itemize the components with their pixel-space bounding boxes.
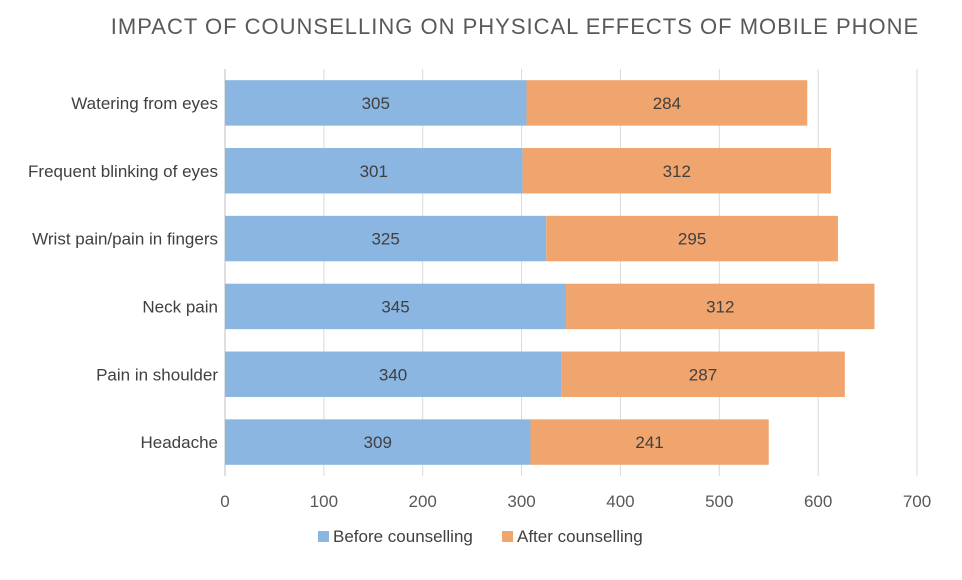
bar-before bbox=[225, 215, 547, 262]
data-labels: 305 284 301 312 325 295 345 312 340 287 309 241 bbox=[360, 94, 735, 452]
data-label: 345 bbox=[381, 297, 409, 316]
bar-after bbox=[561, 351, 845, 397]
data-label: 312 bbox=[663, 162, 691, 181]
category-label: Wrist pain/pain in fingers bbox=[32, 230, 218, 249]
category-labels: Watering from eyes Frequent blinking of e… bbox=[28, 94, 218, 452]
x-tick-label: 400 bbox=[606, 492, 634, 511]
bar-before bbox=[225, 351, 562, 397]
bar-after bbox=[530, 419, 769, 465]
x-tick-label: 200 bbox=[409, 492, 437, 511]
data-label: 287 bbox=[689, 365, 717, 384]
chart-title: IMPACT OF COUNSELLING ON PHYSICAL EFFECT… bbox=[110, 14, 920, 39]
category-label: Pain in shoulder bbox=[96, 365, 218, 384]
data-label: 312 bbox=[706, 297, 734, 316]
data-label: 241 bbox=[635, 433, 663, 452]
legend-swatch bbox=[318, 531, 329, 542]
legend-label: After counselling bbox=[517, 527, 643, 546]
x-tick-label: 500 bbox=[705, 492, 733, 511]
bar-before bbox=[225, 283, 567, 330]
data-label: 325 bbox=[371, 230, 399, 249]
data-label: 305 bbox=[362, 94, 390, 113]
bar-before bbox=[225, 419, 531, 465]
data-label: 340 bbox=[379, 365, 407, 384]
x-tick-label: 300 bbox=[507, 492, 535, 511]
category-label: Neck pain bbox=[142, 297, 218, 316]
bar-after bbox=[566, 283, 875, 330]
bar-after bbox=[526, 80, 808, 126]
bar-before bbox=[225, 148, 523, 194]
x-tick-label: 700 bbox=[903, 492, 931, 511]
bar-after bbox=[546, 215, 838, 262]
data-label: 284 bbox=[653, 94, 681, 113]
data-label: 309 bbox=[364, 433, 392, 452]
bars bbox=[225, 80, 875, 465]
bar-before bbox=[225, 80, 527, 126]
legend-label: Before counselling bbox=[333, 527, 473, 546]
category-label: Watering from eyes bbox=[71, 94, 218, 113]
x-tick-labels: 0 100 200 300 400 500 600 700 bbox=[220, 492, 931, 511]
x-tick-label: 100 bbox=[310, 492, 338, 511]
legend-swatch bbox=[502, 531, 513, 542]
category-label: Headache bbox=[140, 433, 218, 452]
gridlines bbox=[224, 69, 918, 476]
legend: Before counselling After counselling bbox=[318, 527, 643, 546]
x-tick-label: 0 bbox=[220, 492, 229, 511]
category-label: Frequent blinking of eyes bbox=[28, 162, 218, 181]
x-tick-label: 600 bbox=[804, 492, 832, 511]
bar-after bbox=[522, 148, 831, 194]
data-label: 295 bbox=[678, 230, 706, 249]
data-label: 301 bbox=[360, 162, 388, 181]
